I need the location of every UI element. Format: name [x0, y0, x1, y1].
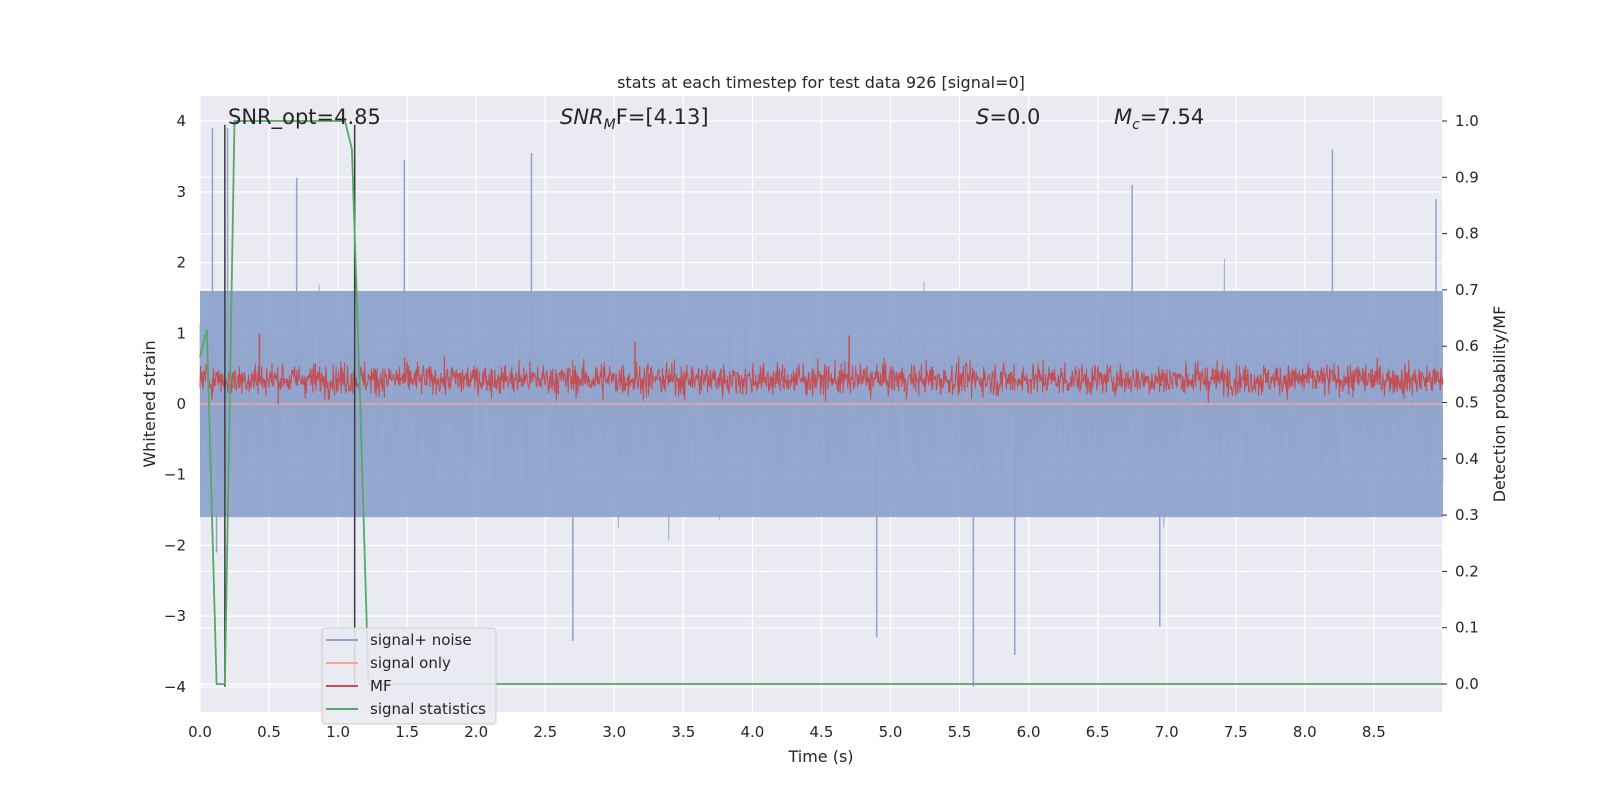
x-tick-label: 0.0: [188, 723, 212, 741]
annotation-snr-opt: SNR_opt=4.85: [228, 105, 381, 130]
legend-label-signal-noise: signal+ noise: [370, 631, 472, 649]
y-right-tick-label: 0.7: [1455, 281, 1479, 299]
series-mf-line: [199, 355, 1444, 405]
x-tick-label: 4.0: [740, 723, 764, 741]
y-left-tick-label: 1: [176, 324, 186, 342]
y-right-tick-label: 0.8: [1455, 225, 1479, 243]
x-tick-label: 2.0: [464, 723, 488, 741]
y-left-tick-label: 3: [176, 183, 186, 201]
y-right-tick-label: 0.2: [1455, 562, 1479, 580]
x-tick-label: 5.5: [948, 723, 972, 741]
x-axis-label: Time (s): [787, 747, 853, 766]
x-tick-label: 3.0: [602, 723, 626, 741]
y-axis-label-right: Detection probability/MF: [1490, 306, 1509, 503]
annotation-snr-mf: SNRMF=[4.13]: [560, 105, 709, 133]
x-tick-label: 4.5: [810, 723, 834, 741]
annotation-s-rest: =0.0: [989, 105, 1040, 129]
x-tick-label: 1.0: [326, 723, 350, 741]
y-right-tick-label: 0.9: [1455, 168, 1479, 186]
annotation-snr-mf-main: SNR: [560, 105, 604, 129]
y-axis-label-left: Whitened strain: [140, 340, 159, 467]
y-right-tick-label: 0.3: [1455, 506, 1479, 524]
legend-label-signal-only: signal only: [370, 654, 451, 672]
legend: signal+ noise signal only MF signal stat…: [321, 627, 497, 725]
x-tick-label: 1.5: [395, 723, 419, 741]
annotation-s: S=0.0: [976, 105, 1040, 129]
x-tick-label: 8.0: [1293, 723, 1317, 741]
x-tick-label: 7.0: [1155, 723, 1179, 741]
y-left-tick-label: 0: [176, 395, 186, 413]
x-tick-label: 6.0: [1017, 723, 1041, 741]
annotation-s-main: S: [976, 105, 989, 129]
y-right-tick-label: 0.5: [1455, 394, 1479, 412]
series-signal-statistics-line: [199, 120, 1443, 685]
y-left-tick-label: −4: [164, 678, 186, 696]
y-left-tick-label: −2: [164, 536, 186, 554]
series-group: [199, 120, 1444, 687]
y-right-tick-label: 0.1: [1455, 619, 1479, 637]
y-right-tick-label: 1.0: [1455, 112, 1479, 130]
legend-box: [321, 627, 497, 725]
y-right-tick-label: 0.6: [1455, 337, 1479, 355]
y-left-tick-label: 2: [176, 254, 186, 272]
x-tick-label: 6.5: [1086, 723, 1110, 741]
y-right-tick-label: 0.0: [1455, 675, 1479, 693]
legend-label-signal-statistics: signal statistics: [370, 700, 486, 718]
y-left-tick-label: 4: [176, 112, 186, 130]
chart-title: stats at each timestep for test data 926…: [617, 73, 1025, 92]
annotation-mc: Mc=7.54: [1114, 105, 1204, 133]
x-tick-label: 8.5: [1362, 723, 1386, 741]
annotation-snr-mf-rest: F=[4.13]: [616, 105, 709, 129]
x-tick-label: 2.5: [533, 723, 557, 741]
x-tick-label: 0.5: [257, 723, 281, 741]
y-left-tick-label: −3: [164, 607, 186, 625]
annotation-mc-rest: =7.54: [1140, 105, 1204, 129]
x-tick-label: 5.0: [879, 723, 903, 741]
ticks-group: 0.0 0.5 1.0 1.5 2.0 2.5 3.0 3.5 4.0 4.5 5.0 5.5 6.0 6…: [164, 112, 1479, 741]
y-left-tick-label: −1: [164, 466, 186, 484]
y-right-tick-label: 0.4: [1455, 450, 1479, 468]
annotation-snr-mf-sub: M: [604, 117, 616, 133]
x-tick-label: 7.5: [1224, 723, 1248, 741]
x-tick-label: 3.5: [671, 723, 695, 741]
legend-label-mf: MF: [370, 677, 392, 695]
annotation-mc-main: M: [1114, 105, 1132, 129]
annotation-mc-sub: c: [1132, 117, 1140, 133]
